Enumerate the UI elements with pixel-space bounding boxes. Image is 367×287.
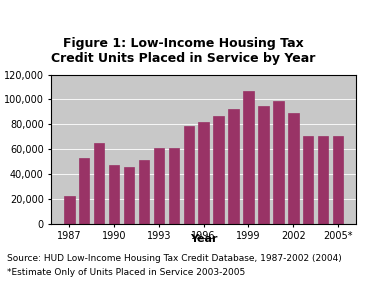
Bar <box>139 160 149 224</box>
Bar <box>184 126 194 224</box>
Text: *Estimate Only of Units Placed in Service 2003-2005: *Estimate Only of Units Placed in Servic… <box>7 268 246 277</box>
Bar <box>273 101 284 224</box>
Bar <box>288 113 298 224</box>
Bar <box>154 148 164 224</box>
Text: Figure 1: Low-Income Housing Tax
Credit Units Placed in Service by Year: Figure 1: Low-Income Housing Tax Credit … <box>51 36 316 65</box>
Bar <box>199 122 209 224</box>
Bar <box>213 116 224 224</box>
Bar <box>124 167 134 224</box>
Text: Year: Year <box>190 234 217 244</box>
Bar <box>109 165 119 224</box>
Bar <box>228 109 239 224</box>
Bar <box>258 106 269 224</box>
Bar <box>243 91 254 224</box>
Text: Source: HUD Low-Income Housing Tax Credit Database, 1987-2002 (2004): Source: HUD Low-Income Housing Tax Credi… <box>7 254 342 263</box>
Bar <box>94 143 104 224</box>
Bar <box>333 135 343 224</box>
Bar <box>64 197 75 224</box>
Bar <box>318 135 328 224</box>
Bar <box>168 148 179 224</box>
Bar <box>79 158 90 224</box>
Bar <box>303 135 313 224</box>
